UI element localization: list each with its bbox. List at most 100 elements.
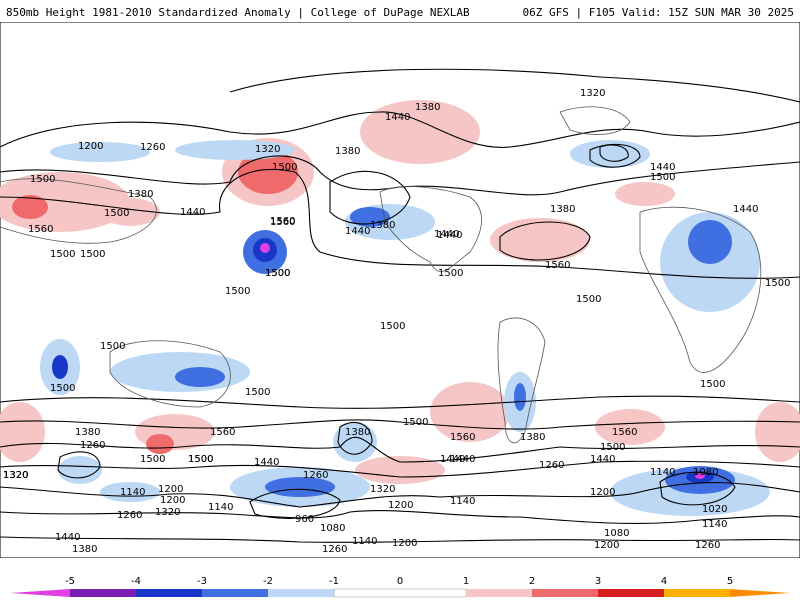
coastlines (0, 106, 762, 444)
contour-label: 1500 (30, 174, 55, 185)
contour-label: 1500 (245, 387, 270, 398)
contour-label: 1500 (700, 379, 725, 390)
contour-label: 1440 (650, 162, 675, 173)
positive-anomaly-siberia (100, 198, 160, 226)
negative-anomaly-indian-core (175, 367, 225, 387)
negative-anomaly-south-pacific (333, 422, 377, 462)
contour-label: 1560 (612, 427, 637, 438)
legend-tick: 5 (727, 576, 733, 587)
positive-anomaly-west-edge (0, 402, 45, 462)
contour-label: 1320 (3, 470, 28, 481)
contour-label: 1200 (158, 484, 183, 495)
negative-anomaly-madagascar-core (52, 355, 68, 379)
legend-swatch-neg4 (70, 589, 136, 597)
contour-label: 1560 (545, 260, 570, 271)
contour-label: 1260 (695, 540, 720, 551)
legend-swatch-neg2 (202, 589, 268, 597)
positive-anomaly-east-edge (755, 402, 800, 462)
contour-label: 1080 (604, 528, 629, 539)
contour-label: 1500 (188, 454, 213, 465)
contour-label: 1500 (403, 417, 428, 428)
legend-swatch-pos5 (730, 589, 790, 597)
contour-label: 1380 (370, 220, 395, 231)
legend-tick: -2 (263, 576, 273, 587)
positive-anomaly-south-pacific (430, 382, 510, 442)
contour-label: 1440 (254, 457, 279, 468)
negative-anomaly-africa-core (688, 220, 732, 264)
legend-ticks: -5 -4 -3 -2 -1 0 1 2 3 4 5 (65, 576, 733, 587)
contour-label: 1320 (155, 507, 180, 518)
contour-label: 1140 (650, 467, 675, 478)
contour-label: 1560 (270, 216, 295, 227)
contour-label: 1440 (55, 532, 80, 543)
contour-label: 1440 (180, 207, 205, 218)
contour-label: 1020 (702, 504, 727, 515)
contour-label: 1500 (80, 249, 105, 260)
legend-swatch-pos3 (598, 589, 664, 597)
contour-label: 1500 (265, 268, 290, 279)
positive-anomaly-europe (615, 182, 675, 206)
negative-anomaly-antarctic-pacific-core (265, 477, 335, 497)
legend-tick: 2 (529, 576, 535, 587)
contour-label: 1380 (520, 432, 545, 443)
legend-colorbar: -5 -4 -3 -2 -1 0 1 2 3 4 5 (10, 576, 790, 598)
contour-label: 1500 (765, 278, 790, 289)
legend-tick: -4 (131, 576, 141, 587)
contour-label: 1320 (3, 470, 28, 481)
contour-label: 1560 (28, 224, 53, 235)
contour-label: 1380 (550, 204, 575, 215)
legend-tick: -1 (329, 576, 339, 587)
contour-label: 1440 (385, 112, 410, 123)
contour-label: 1500 (188, 454, 213, 465)
anomaly-legend: -5 -4 -3 -2 -1 0 1 2 3 4 5 (0, 570, 800, 600)
contour-label: 1200 (590, 487, 615, 498)
legend-swatch-neutral (333, 588, 467, 598)
contour-label: 1320 (255, 144, 280, 155)
negative-anomaly-sa-core (514, 383, 526, 411)
negative-anomaly-south-west (58, 456, 102, 484)
contour-label: 1200 (392, 538, 417, 549)
contour-label: 1500 (650, 172, 675, 183)
contour-label: 1080 (320, 523, 345, 534)
contour-label: 1560 (450, 432, 475, 443)
contour-label: 1320 (370, 484, 395, 495)
contour-label: 1260 (303, 470, 328, 481)
contour-label: 1440 (440, 454, 465, 465)
contour-label: 1560 (270, 217, 295, 228)
contour-label: 1140 (120, 487, 145, 498)
contour-label: 1500 (600, 442, 625, 453)
legend-tick: -3 (197, 576, 207, 587)
positive-anomaly-south-indian-core (146, 434, 174, 454)
anomaly-map: 1320 1380 1440 1200 1260 1320 1380 1500 … (0, 21, 800, 559)
contour-label: 1260 (117, 510, 142, 521)
contour-label: 1260 (140, 142, 165, 153)
negative-anomaly-arctic (50, 142, 150, 162)
contour-label: 1380 (128, 189, 153, 200)
contour-label: 1380 (335, 146, 360, 157)
legend-tick: -5 (65, 576, 75, 587)
map-title: 850mb Height 1981-2010 Standardized Anom… (6, 6, 470, 19)
contour-label: 1440 (590, 454, 615, 465)
contour-label: 1500 (380, 321, 405, 332)
contour-label: 1200 (594, 540, 619, 551)
positive-anomaly-atlantic (490, 218, 590, 262)
contour-label: 1200 (78, 141, 103, 152)
contour-label: 1380 (75, 427, 100, 438)
contour-label: 1080 (693, 467, 718, 478)
contour-label: 1140 (450, 496, 475, 507)
contour-label: 1440 (437, 230, 462, 241)
contour-label: 1500 (576, 294, 601, 305)
contour-label: 1500 (50, 383, 75, 394)
contour-label: 1140 (208, 502, 233, 513)
height-contours (0, 68, 800, 543)
contour-label: 1260 (322, 544, 347, 555)
contour-label: 1440 (434, 229, 459, 240)
negative-anomaly-bering (175, 140, 295, 160)
legend-swatch-pos2 (532, 589, 598, 597)
contour-label: 1380 (345, 427, 370, 438)
map-panel: 1320 1380 1440 1200 1260 1320 1380 1500 … (0, 21, 800, 559)
negative-anomaly-antarctic-west (100, 482, 160, 502)
contour-label: 1140 (702, 519, 727, 530)
legend-tick: 0 (397, 576, 403, 587)
contour-label: 1500 (50, 249, 75, 260)
